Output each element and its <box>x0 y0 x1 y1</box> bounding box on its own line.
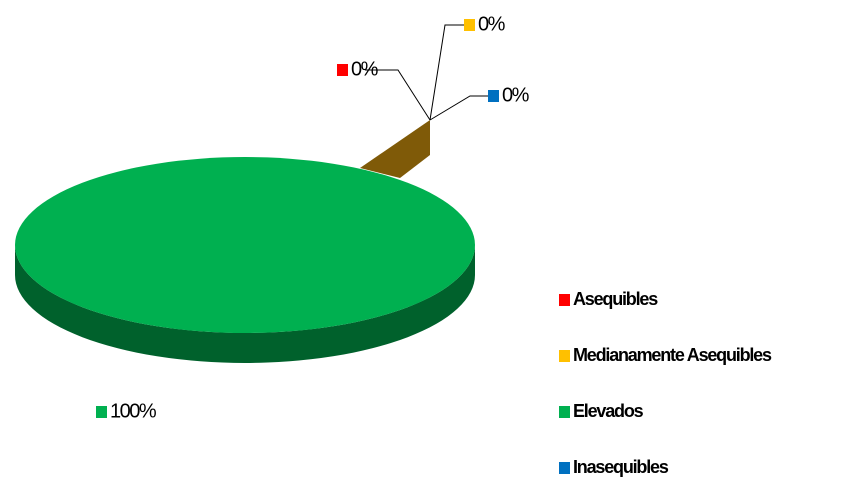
data-label: 0% <box>502 84 530 106</box>
leader-line <box>429 95 490 121</box>
label-key <box>488 90 499 102</box>
leader-line <box>429 24 465 121</box>
legend-label: Elevados <box>573 401 644 421</box>
slice-wall <box>360 120 430 178</box>
data-label: 0% <box>478 13 506 35</box>
legend-swatch <box>559 294 570 306</box>
data-label: 100% <box>110 400 157 422</box>
legend-label: Inasequibles <box>573 457 669 477</box>
label-key <box>337 64 348 76</box>
slice <box>15 157 475 333</box>
leader-line <box>365 69 431 121</box>
legend-swatch <box>559 462 570 474</box>
slice-side <box>15 245 475 363</box>
legend-swatch <box>559 406 570 418</box>
label-key <box>96 406 107 418</box>
label-key <box>464 19 475 31</box>
data-label: 0% <box>351 58 379 80</box>
legend-label: Medianamente Asequibles <box>573 345 772 365</box>
legend-swatch <box>559 350 570 362</box>
legend-label: Asequibles <box>573 289 658 309</box>
